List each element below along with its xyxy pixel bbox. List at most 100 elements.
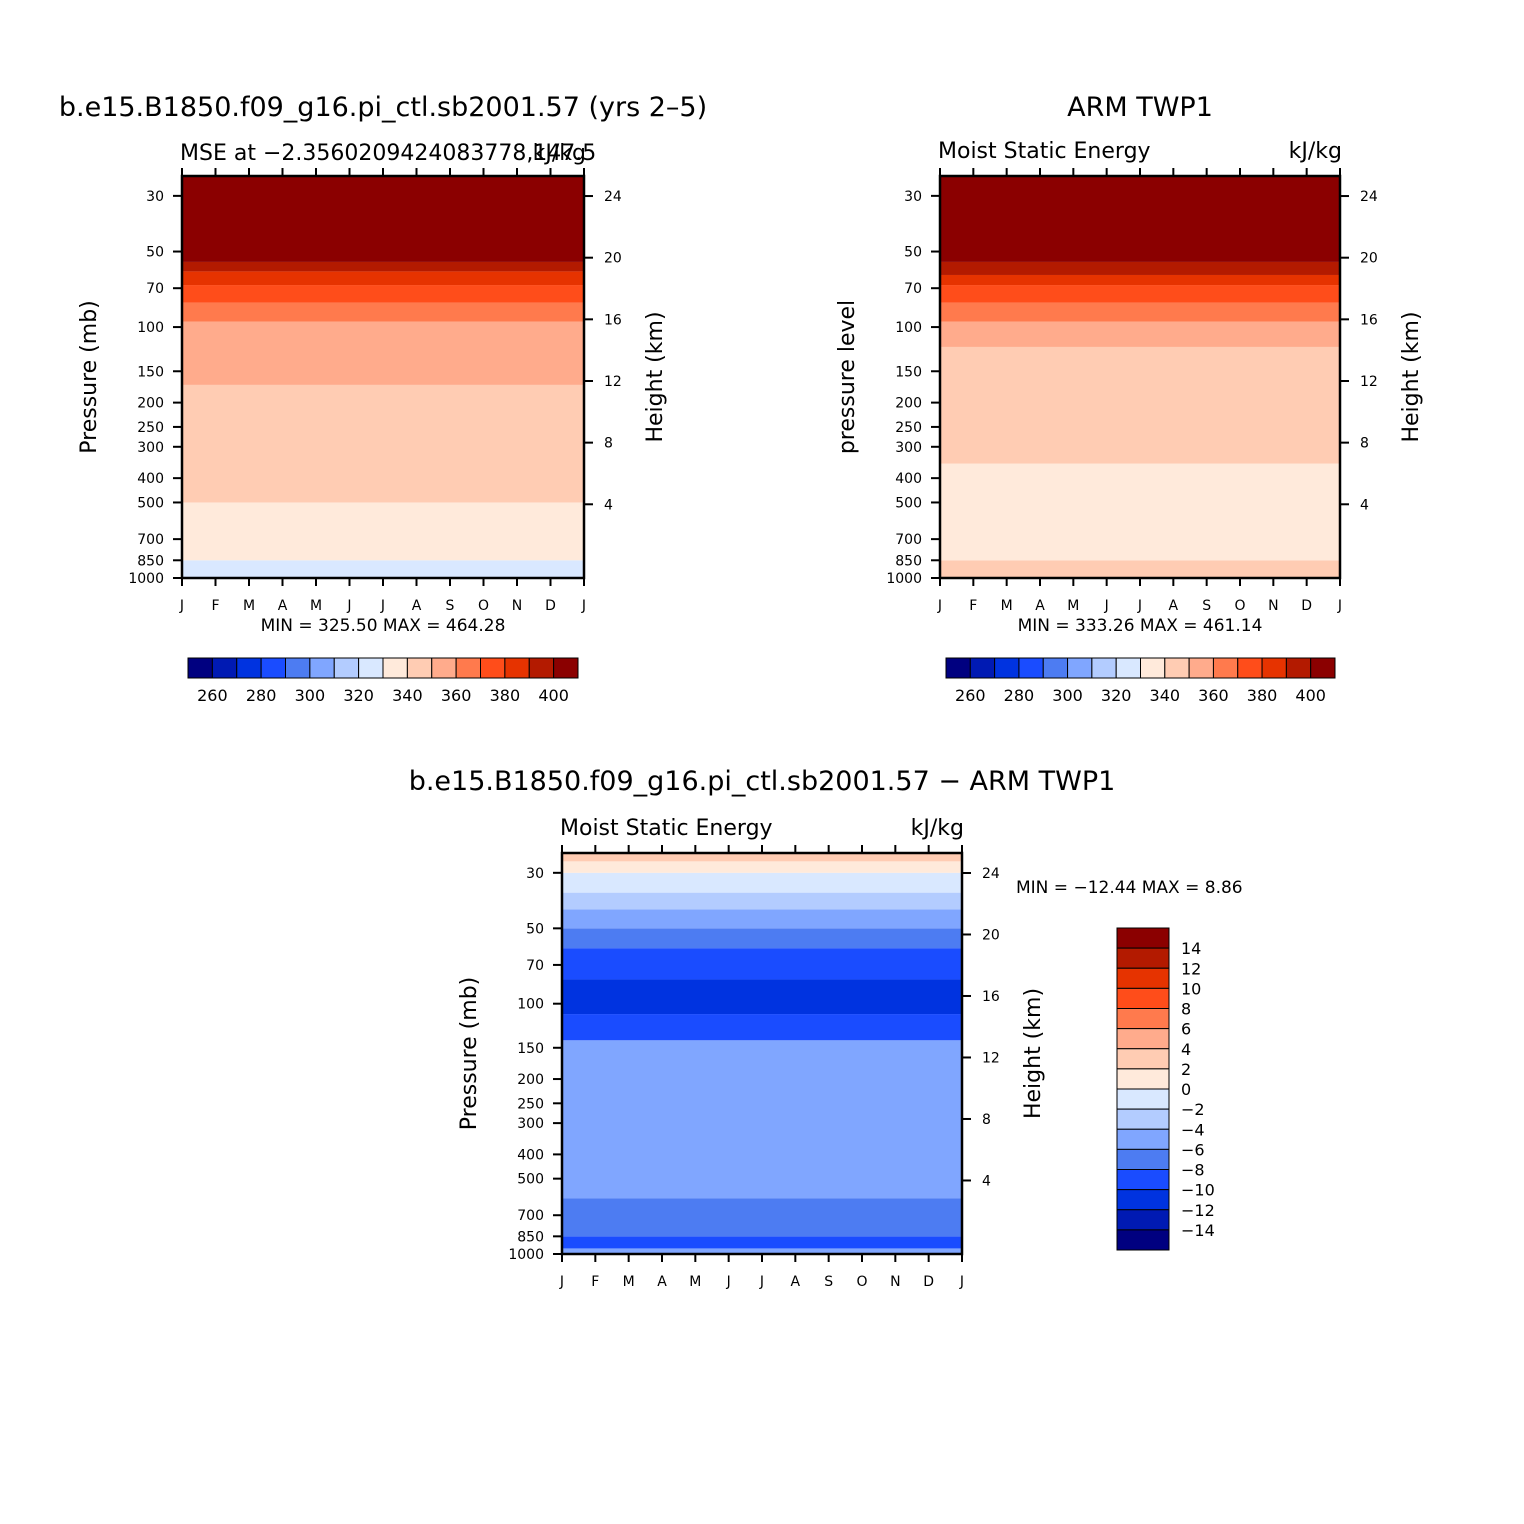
y-tick-label: 150 [895, 364, 922, 380]
y-axis-label: Pressure (mb) [457, 977, 482, 1131]
x-tick-label: N [890, 1274, 900, 1290]
contour-band [182, 302, 584, 322]
colorbar-swatch [1285, 657, 1312, 679]
colorbar-swatch [1188, 657, 1214, 679]
contour-band [562, 1236, 962, 1249]
panel-p3: b.e15.B1850.f09_g16.pi_ctl.sb2001.57 − A… [409, 766, 1243, 1290]
contour-band [182, 321, 584, 385]
y-tick-label: 500 [137, 495, 164, 511]
y-tick-label: 400 [517, 1147, 544, 1163]
x-tick-label: M [623, 1274, 635, 1290]
colorbar-label: −2 [1181, 1100, 1205, 1119]
y-tick-label: 50 [904, 245, 922, 261]
y-tick-label: 50 [526, 921, 544, 937]
height-tick-label: 12 [604, 374, 622, 390]
x-tick-label: J [380, 598, 385, 614]
colorbar-swatch [333, 657, 360, 679]
colorbar-swatch [1116, 1048, 1170, 1070]
contour-band [940, 176, 1340, 262]
x-tick-label: N [512, 598, 522, 614]
y-tick-label: 100 [137, 320, 164, 336]
x-tick-label: J [179, 598, 184, 614]
colorbar-swatch [1261, 657, 1287, 679]
x-tick-label: J [1137, 598, 1142, 614]
colorbar-swatch [1067, 657, 1093, 679]
y-tick-label: 250 [895, 420, 922, 436]
colorbar-label: 260 [955, 686, 986, 705]
colorbar-swatch [1140, 657, 1166, 679]
colorbar-swatch [1116, 1169, 1170, 1191]
y-tick-label: 100 [895, 320, 922, 336]
contour-band [182, 176, 584, 262]
colorbar-swatch [945, 657, 971, 679]
contour-band [182, 384, 584, 503]
colorbar-label: 300 [295, 686, 326, 705]
colorbar-swatch [1116, 1088, 1170, 1110]
y-tick-label: 30 [146, 189, 164, 205]
colorbar-swatch [969, 657, 996, 679]
panel-p1: b.e15.B1850.f09_g16.pi_ctl.sb2001.57 (yr… [59, 92, 707, 705]
colorbar-label: −12 [1181, 1201, 1215, 1220]
min-max-label: MIN = −12.44 MAX = 8.86 [1016, 878, 1243, 898]
x-tick-label: J [726, 1274, 731, 1290]
contour-band [562, 872, 962, 893]
height-tick-label: 8 [1360, 436, 1369, 452]
colorbar-label: 400 [538, 686, 569, 705]
y-tick-label: 850 [137, 553, 164, 569]
colorbar-swatch [1116, 1189, 1170, 1211]
contour-band [562, 1014, 962, 1041]
height-tick-label: 20 [604, 251, 622, 267]
colorbar-swatch [236, 657, 262, 679]
colorbar-label: −14 [1181, 1221, 1215, 1240]
y-tick-label: 70 [526, 958, 544, 974]
height-tick-label: 24 [982, 866, 1000, 882]
contour-band [940, 321, 1340, 347]
colorbar-label: −4 [1181, 1120, 1205, 1139]
units-label: kJ/kg [533, 141, 586, 166]
colorbar-swatch [358, 657, 384, 679]
x-tick-label: O [478, 598, 489, 614]
x-tick-label: J [559, 1274, 564, 1290]
colorbar-swatch [1116, 987, 1170, 1009]
x-tick-label: A [791, 1274, 801, 1290]
height-tick-label: 16 [604, 312, 622, 328]
colorbar-label: −6 [1181, 1140, 1205, 1159]
height-tick-label: 12 [982, 1050, 1000, 1066]
y-tick-label: 1000 [128, 571, 164, 587]
colorbar-label: −10 [1181, 1181, 1215, 1200]
colorbar-label: 260 [197, 686, 228, 705]
colorbar-swatch [553, 657, 579, 679]
x-tick-label: J [759, 1274, 764, 1290]
colorbar-label: 320 [343, 686, 374, 705]
x-tick-label: M [689, 1274, 701, 1290]
colorbar-label: −8 [1181, 1161, 1205, 1180]
colorbar-swatch [1116, 1008, 1170, 1030]
panel-title: b.e15.B1850.f09_g16.pi_ctl.sb2001.57 − A… [409, 766, 1116, 797]
y-axis-label: pressure level [835, 300, 860, 454]
x-tick-label: N [1268, 598, 1278, 614]
contour-band [562, 1248, 962, 1254]
y-tick-label: 150 [517, 1041, 544, 1057]
x-tick-label: D [545, 598, 556, 614]
colorbar-swatch [1164, 657, 1190, 679]
x-tick-label: D [923, 1274, 934, 1290]
height-tick-label: 16 [1360, 312, 1378, 328]
y-tick-label: 500 [895, 495, 922, 511]
colorbar-swatch [1116, 947, 1170, 969]
colorbar-swatch [1212, 657, 1239, 679]
y-tick-label: 200 [137, 396, 164, 412]
panel-p2: ARM TWP1 Moist Static Energy kJ/kg J F M A M J J A… [835, 92, 1424, 705]
x-tick-label: J [937, 598, 942, 614]
colorbar-swatch [1116, 1128, 1170, 1150]
colorbar-swatch [187, 657, 213, 679]
x-tick-label: S [1202, 598, 1211, 614]
colorbar-swatch [285, 657, 311, 679]
height-tick-label: 24 [1360, 189, 1378, 205]
y-tick-label: 70 [146, 281, 164, 297]
contour-band [940, 463, 1340, 561]
colorbar-swatch [211, 657, 238, 679]
y-tick-label: 250 [517, 1096, 544, 1112]
height-tick-label: 12 [1360, 374, 1378, 390]
y-tick-label: 700 [517, 1208, 544, 1224]
